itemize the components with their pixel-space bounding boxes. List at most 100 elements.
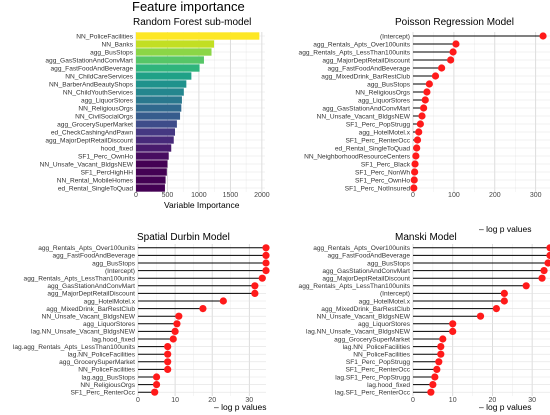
manski-point (433, 365, 441, 373)
poisson-category-label: SF1_Perc_NotInsured (345, 185, 411, 192)
rf-category-label: SF1_Perc_OwnHo (78, 153, 133, 160)
rf-bar (136, 96, 182, 104)
manski-x-axis-label: – log p values (479, 402, 532, 412)
poisson-point (420, 104, 428, 112)
poisson-x-tick-label: 200 (489, 192, 501, 199)
durbin-point (199, 305, 207, 313)
durbin-point (175, 312, 183, 320)
durbin-point (164, 365, 172, 373)
manski-category-label: SF1_Perc_PopStrugg (346, 359, 410, 366)
manski-point (540, 267, 548, 275)
manski-point (431, 373, 439, 381)
rf-category-label: NN_PoliceFacilities (76, 33, 134, 40)
poisson-point (412, 152, 420, 160)
manski-category-label: agg_Rentals_Apts_LessThan100units (299, 283, 411, 290)
rf-bar (136, 56, 204, 64)
rf-category-label: agg_GasStationAndConvMart (45, 57, 133, 64)
durbin-x-axis-label: – log p values (214, 402, 267, 412)
durbin-category-label: NN_Unsafe_Vacant_BldgsNEW (42, 314, 136, 321)
rf-bar (136, 184, 165, 192)
rf-category-label: agg_BusStops (90, 49, 134, 56)
rf-category-label: NN_Unsafe_Vacant_BldgsNEW (40, 161, 134, 168)
rf-category-label: ed_CheckCashingAndPawn (51, 129, 133, 136)
rf-bar (136, 48, 212, 56)
durbin-category-label: agg_MixedDrink_BarRestClub (46, 306, 135, 313)
poisson-category-label: agg_MajorDeptRetailDiscount (322, 57, 410, 64)
rf-category-label: NN_Rental_MobileHomes (57, 177, 134, 184)
rf-bar (136, 136, 174, 144)
manski-category-label: lag.SF1_Perc_RenterOcc (335, 390, 411, 397)
durbin-category-label: agg_MajorDeptRetailDiscount (47, 291, 135, 298)
poisson-panel-title: Poisson Regression Model (395, 17, 514, 28)
manski-point (437, 350, 445, 358)
rf-x-tick-label: 0 (134, 192, 138, 199)
poisson-category-label: agg_MixedDrink_BarRestClub (321, 73, 410, 80)
manski-point (492, 305, 500, 313)
rf-bar (136, 144, 172, 152)
manski-category-label: agg_GasStationAndConvMart (322, 268, 410, 275)
poisson-category-label: agg_Rentals_Apts_Over100units (313, 41, 410, 48)
durbin-x-tick-label: 0 (136, 397, 140, 404)
durbin-category-label: agg_Rentals_Apts_Over100units (38, 245, 135, 252)
rf-bar (136, 40, 215, 48)
poisson-x-axis-label: – log p values (479, 224, 532, 234)
manski-category-label: agg_LiquorStores (358, 321, 411, 328)
poisson-category-label: NN_Unsafe_Vacant_BldgsNEW (317, 113, 411, 120)
manski-point (500, 297, 508, 305)
poisson-point (410, 184, 418, 192)
durbin-point (164, 358, 172, 366)
durbin-category-label: NN_PoliceFacilities (78, 367, 136, 374)
manski-category-label: NN_Unsafe_Vacant_BldgsNEW (317, 314, 411, 321)
poisson-point (449, 48, 457, 56)
rf-category-label: NN_ChildYouthServices (63, 89, 134, 96)
rf-category-label: agg_LiquorStores (81, 97, 134, 104)
poisson-category-label: NN_ReligiousOrgs (355, 89, 410, 96)
durbin-point (152, 381, 161, 389)
durbin-point (262, 259, 270, 267)
durbin-category-label: agg_GrocerySuperMarket (59, 359, 135, 366)
poisson-point (418, 112, 426, 120)
manski-category-label: agg_GrocerySuperMarket (334, 336, 410, 343)
manski-category-label: NN_PoliceFacilities (353, 352, 411, 359)
manski-point (437, 343, 445, 351)
manski-category-label: agg_MixedDrink_BarRestClub (321, 306, 410, 313)
rf-bar (136, 104, 182, 112)
manski-point (544, 259, 550, 267)
poisson-category-label: NN_NeighborhoodResourceCenters (304, 153, 411, 160)
manski-point (546, 251, 550, 259)
durbin-panel-title: Spatial Durbin Model (137, 232, 230, 243)
poisson-point (411, 160, 419, 168)
manski-panel-title: Manski Model (395, 232, 457, 243)
rf-bar (136, 120, 177, 128)
poisson-category-label: agg_GasStationAndConvMart (322, 105, 410, 112)
rf-category-label: NN_ChildCareServices (65, 73, 133, 80)
rf-category-label: NN_Banks (101, 41, 133, 48)
poisson-point (447, 56, 455, 64)
poisson-x-tick-label: 100 (448, 192, 460, 199)
poisson-x-tick-label: 300 (530, 192, 542, 199)
rf-bar (136, 80, 187, 88)
durbin-point (262, 251, 270, 259)
manski-point (522, 282, 530, 290)
poisson-category-label: SF1_Perc_OwnHo (355, 177, 410, 184)
durbin-category-label: lag.hood_fixed (92, 336, 135, 343)
poisson-category-label: agg_FastFoodAndBeverage (328, 65, 411, 72)
poisson-point (416, 120, 424, 128)
rf-x-axis-label: Variable Importance (164, 200, 240, 210)
rf-bar (136, 128, 176, 136)
rf-category-label: hood_fixed (101, 145, 134, 152)
rf-x-tick-label: 500 (162, 192, 174, 199)
durbin-category-label: agg_Rentals_Apts_LessThan100units (24, 276, 136, 283)
poisson-point (431, 72, 440, 80)
durbin-x-tick-label: 20 (208, 397, 216, 404)
manski-category-label: (Intercept) (380, 291, 410, 298)
durbin-point (258, 274, 266, 282)
rf-x-tick-label: 2000 (254, 192, 270, 199)
rf-category-label: NN_BarberAndBeautyShops (49, 81, 134, 88)
durbin-category-label: lag.NN_Unsafe_Vacant_BldgsNEW (31, 329, 136, 336)
rf-category-label: agg_GrocerySuperMarket (57, 121, 133, 128)
durbin-x-tick-label: 30 (245, 397, 253, 404)
durbin-category-label: SF1_Perc_RenterOcc (71, 390, 136, 397)
durbin-point (251, 282, 259, 290)
durbin-point (164, 343, 172, 351)
